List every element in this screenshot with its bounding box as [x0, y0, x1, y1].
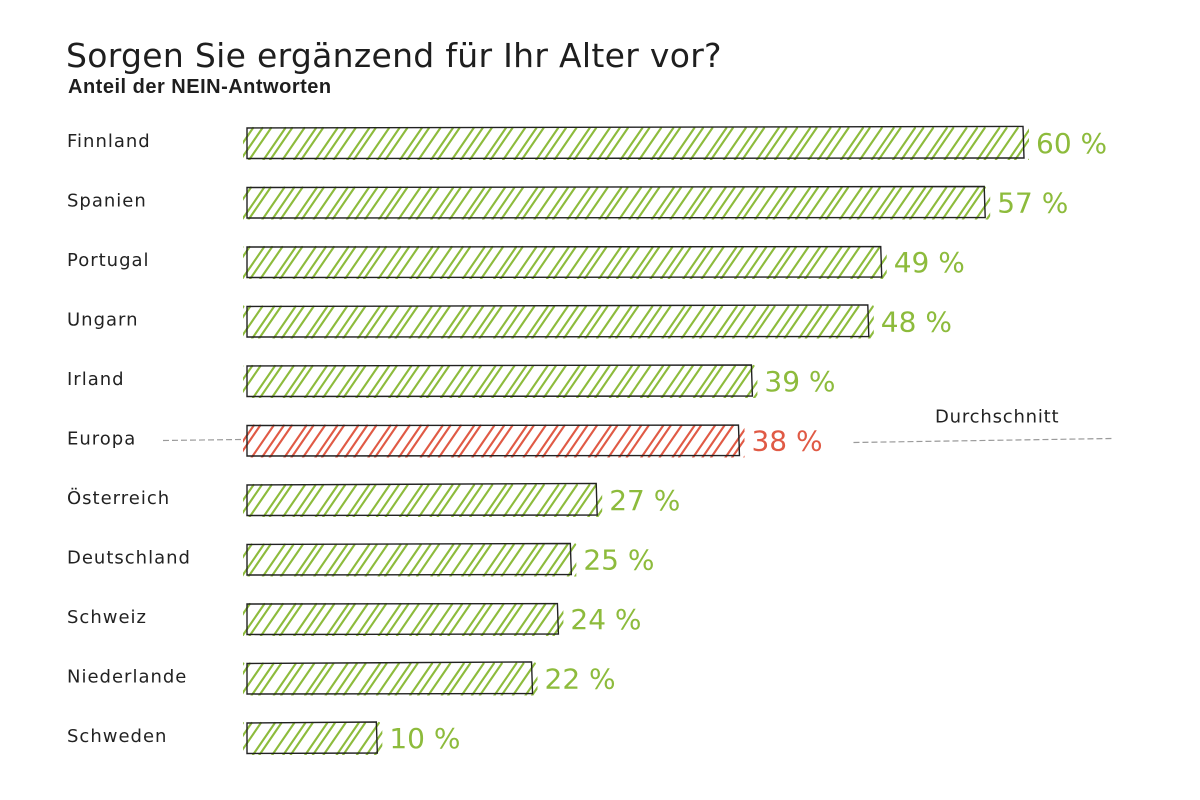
bar-deutschland	[243, 542, 577, 577]
category-label-finnland: Finnland	[67, 131, 151, 152]
category-label-niederlande: Niederlande	[67, 667, 187, 688]
bar-ungarn	[243, 304, 874, 339]
bar-outline	[246, 304, 870, 338]
bar-spanien	[243, 185, 991, 220]
average-dashed-line-left	[162, 438, 242, 442]
chart-title: Sorgen Sie ergänzend für Ihr Alter vor?	[66, 36, 722, 75]
bar-portugal	[243, 245, 887, 279]
bars-layer: Finnland 60 % Spanien 57 % Portugal 49 % Ungar…	[67, 125, 1113, 755]
value-label-irland: 39 %	[764, 365, 835, 398]
bar-irland	[243, 364, 758, 398]
value-label-ungarn: 48 %	[881, 306, 952, 339]
bar-hatching	[243, 483, 603, 517]
bar-outline	[246, 424, 741, 457]
category-label-portugal: Portugal	[67, 250, 150, 271]
value-label-schweden: 10 %	[389, 722, 460, 755]
value-label-niederlande: 22 %	[545, 663, 616, 696]
value-label-finnland: 60 %	[1036, 127, 1107, 160]
bar-oesterreich	[243, 482, 603, 517]
category-label-irland: Irland	[67, 369, 125, 390]
value-label-deutschland: 25 %	[583, 544, 654, 577]
bar-schweiz	[243, 602, 564, 636]
value-label-oesterreich: 27 %	[609, 484, 680, 517]
bar-hatching	[243, 364, 758, 398]
bar-hatching	[243, 662, 538, 696]
bar-outline	[246, 542, 573, 576]
bar-outline	[246, 125, 1025, 160]
bar-hatching	[243, 543, 577, 577]
bar-outline	[246, 185, 986, 219]
bar-hatching	[243, 305, 874, 339]
bar-outline	[246, 482, 598, 517]
bar-hatching	[243, 186, 991, 220]
category-label-europa: Europa	[67, 429, 136, 450]
value-label-europa: 38 %	[751, 425, 822, 458]
value-label-portugal: 49 %	[894, 246, 965, 279]
category-label-deutschland: Deutschland	[67, 548, 191, 569]
category-label-schweden: Schweden	[67, 726, 167, 747]
category-label-spanien: Spanien	[67, 191, 147, 212]
bar-hatching	[243, 424, 745, 458]
bar-schweden	[243, 721, 383, 755]
bar-hatching	[243, 245, 887, 279]
category-label-oesterreich: Österreich	[67, 487, 170, 509]
average-dashed-line-right	[853, 437, 1113, 444]
category-label-ungarn: Ungarn	[67, 310, 139, 331]
bar-niederlande	[243, 661, 538, 696]
bar-outline	[246, 245, 883, 279]
bar-hatching	[243, 602, 564, 636]
average-annotation: Durchschnitt	[935, 407, 1059, 428]
chart-subtitle: Anteil der NEIN-Antworten	[68, 76, 332, 98]
bar-outline	[246, 364, 754, 398]
bar-outline	[246, 721, 379, 755]
bar-finnland	[243, 125, 1029, 160]
bar-outline	[246, 602, 560, 636]
bar-europa	[243, 424, 745, 458]
value-label-schweiz: 24 %	[570, 603, 641, 636]
category-label-schweiz: Schweiz	[67, 607, 147, 628]
bar-hatching	[243, 126, 1029, 160]
value-label-spanien: 57 %	[997, 187, 1068, 220]
bar-outline	[246, 661, 534, 695]
